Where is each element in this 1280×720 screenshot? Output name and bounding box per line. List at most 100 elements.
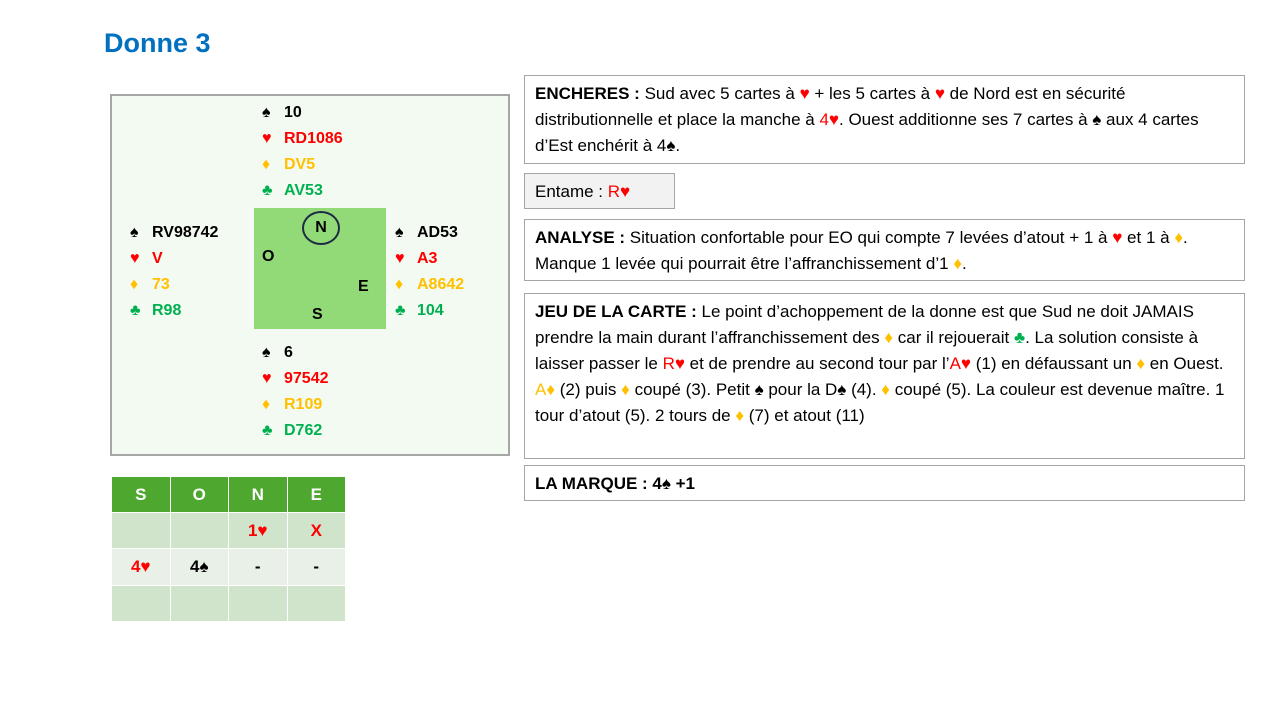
- card-table: N O E S: [254, 208, 386, 329]
- heart-line: ♥ 97542: [262, 366, 329, 392]
- club-cards: AV53: [284, 182, 323, 199]
- box-heading: LA MARQUE :: [535, 474, 653, 493]
- box-text: ♥: [799, 84, 810, 103]
- box-text: ♦: [735, 406, 745, 425]
- heart-cards: RD1086: [284, 130, 343, 147]
- heart-cards: A3: [417, 250, 438, 267]
- club-cards: D762: [284, 422, 323, 439]
- box-text: ♦: [1174, 228, 1183, 247]
- box-heading: JEU DE LA CARTE :: [535, 302, 702, 321]
- heart-cards: V: [152, 250, 163, 267]
- club-icon: ♣: [130, 302, 141, 319]
- diamond-line: ♦ A8642: [395, 272, 464, 298]
- diamond-cards: 73: [152, 276, 170, 293]
- heart-cards: 97542: [284, 370, 329, 387]
- box-text: .: [962, 254, 967, 273]
- box-text: R♥: [607, 182, 631, 201]
- box-heading: ENCHERES :: [535, 84, 645, 103]
- spade-icon: ♠: [262, 344, 271, 361]
- diamond-cards: DV5: [284, 156, 316, 173]
- box-text: (7) et atout (11): [744, 406, 865, 425]
- spade-cards: AD53: [417, 224, 458, 241]
- box-text: ♥: [934, 84, 945, 103]
- deal-diagram: ♠ 10 ♥ RD1086 ♦ DV5 ♣ AV53 ♠ RV98742 ♥ V ♦ 73 ♣ R98 ♠ A…: [110, 94, 510, 456]
- bid-cell: 4♥: [111, 548, 171, 586]
- heart-line: ♥ RD1086: [262, 126, 343, 152]
- box-text: ♠: [754, 380, 764, 399]
- hand-south: ♠ 6 ♥ 97542 ♦ R109 ♣ D762: [262, 340, 329, 444]
- box-text: de Nord est en sécurité distributionnell…: [535, 84, 1126, 129]
- spade-line: ♠ RV98742: [130, 220, 218, 246]
- diamond-cards: R109: [284, 396, 323, 413]
- jeu-de-la-carte-box: JEU DE LA CARTE : Le point d’achoppement…: [524, 293, 1245, 459]
- box-text: ♠: [1092, 110, 1102, 129]
- spade-line: ♠ 10: [262, 100, 343, 126]
- bid-cell: [228, 585, 288, 622]
- box-text: Entame :: [535, 182, 608, 201]
- club-line: ♣ AV53: [262, 178, 343, 204]
- box-text: . La solution consiste à laisser passer …: [535, 328, 1199, 373]
- diamond-icon: ♦: [130, 276, 139, 293]
- club-icon: ♣: [262, 422, 273, 439]
- box-text: ♣: [1013, 328, 1026, 347]
- spade-line: ♠ 6: [262, 340, 329, 366]
- box-text: Le point d’achoppement de la donne est q…: [535, 302, 1194, 347]
- box-text: A♦: [535, 380, 556, 399]
- bid-cell: 1♥: [228, 512, 288, 549]
- la-marque-box: LA MARQUE : 4♠ +1: [524, 465, 1245, 501]
- north-label: N: [302, 211, 340, 245]
- box-text: coupé (5). La couleur est devenue maître…: [535, 380, 1225, 425]
- spade-icon: ♠: [395, 224, 404, 241]
- page-title: Donne 3: [104, 28, 211, 58]
- box-text: et 1 à: [1122, 228, 1175, 247]
- box-text: A♥: [949, 354, 971, 373]
- hand-north: ♠ 10 ♥ RD1086 ♦ DV5 ♣ AV53: [262, 100, 343, 204]
- box-text: . Manque 1 levée qui pourrait être l’aff…: [535, 228, 1188, 273]
- box-text: Sud avec 5 cartes à: [644, 84, 800, 103]
- box-text: aux 4 cartes d’Est enchérit à 4♠.: [535, 110, 1199, 155]
- box-heading: ANALYSE :: [535, 228, 630, 247]
- entame-box: Entame : R♥: [524, 173, 675, 209]
- diamond-cards: A8642: [417, 276, 465, 293]
- box-text: 4♥: [819, 110, 840, 129]
- diamond-line: ♦ R109: [262, 392, 329, 418]
- box-text: ♦: [884, 328, 894, 347]
- heart-icon: ♥: [262, 370, 272, 387]
- club-line: ♣ D762: [262, 418, 329, 444]
- header-n: N: [228, 476, 288, 513]
- header-e: E: [286, 476, 346, 513]
- box-text: . Ouest additionne ses 7 cartes à: [839, 110, 1093, 129]
- diamond-line: ♦ DV5: [262, 152, 343, 178]
- bid-cell: -: [228, 548, 288, 586]
- club-icon: ♣: [395, 302, 406, 319]
- bidding-row: 4♥ 4♠ - -: [111, 548, 346, 586]
- hand-west: ♠ RV98742 ♥ V ♦ 73 ♣ R98: [130, 220, 218, 324]
- bidding-row: 1♥ X: [111, 512, 346, 549]
- heart-line: ♥ V: [130, 246, 218, 272]
- bidding-table: S O N E 1♥ X 4♥ 4♠ - -: [111, 476, 346, 622]
- club-cards: 104: [417, 302, 444, 319]
- spade-icon: ♠: [130, 224, 139, 241]
- box-text: car il rejouerait: [893, 328, 1014, 347]
- spade-icon: ♠: [262, 104, 271, 121]
- spade-cards: 6: [284, 344, 293, 361]
- hand-east: ♠ AD53 ♥ A3 ♦ A8642 ♣ 104: [395, 220, 464, 324]
- club-line: ♣ 104: [395, 298, 464, 324]
- header-o: O: [169, 476, 229, 513]
- heart-icon: ♥: [130, 250, 140, 267]
- analyse-box: ANALYSE : Situation confortable pour EO …: [524, 219, 1245, 281]
- spade-cards: RV98742: [152, 224, 219, 241]
- box-text: + les 5 cartes à: [809, 84, 935, 103]
- heart-icon: ♥: [262, 130, 272, 147]
- south-label: S: [312, 306, 323, 323]
- encheres-box: ENCHERES : Sud avec 5 cartes à ♥ + les 5…: [524, 75, 1245, 164]
- box-text: coupé (3). Petit: [629, 380, 755, 399]
- box-text: Situation confortable pour EO qui compte…: [629, 228, 1113, 247]
- box-text: ♦: [621, 380, 630, 399]
- box-text: R♥: [662, 354, 685, 373]
- diamond-icon: ♦: [395, 276, 404, 293]
- bid-cell: [286, 585, 346, 622]
- spade-line: ♠ AD53: [395, 220, 464, 246]
- bid-cell: [111, 585, 171, 622]
- box-text: (1) en défaussant un: [971, 354, 1137, 373]
